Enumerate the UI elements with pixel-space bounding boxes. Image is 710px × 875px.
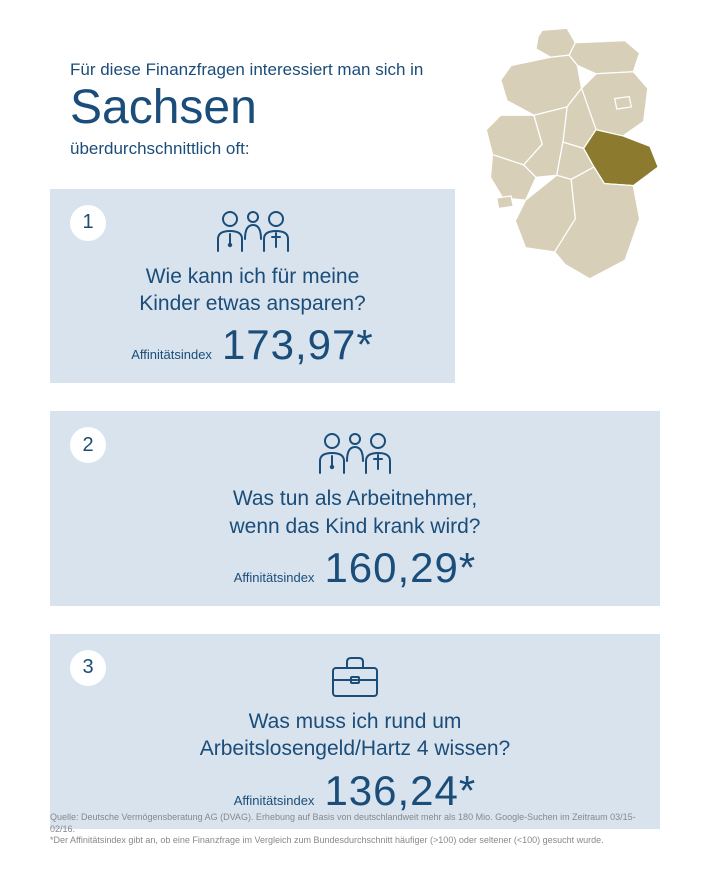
people-family-icon — [80, 429, 630, 477]
card-question: Wie kann ich für meine Kinder etwas ansp… — [80, 263, 425, 318]
footnote: Quelle: Deutsche Vermögensberatung AG (D… — [50, 812, 660, 847]
index-row: Affinitätsindex 136,24* — [80, 767, 630, 815]
card-3: 3 Was muss ich rund um Arbeitslosengeld/… — [50, 634, 660, 829]
card-question: Was tun als Arbeitnehmer, wenn das Kind … — [80, 485, 630, 540]
germany-map — [450, 22, 680, 312]
briefcase-icon — [80, 652, 630, 700]
people-family-icon — [80, 207, 425, 255]
card-number-badge: 1 — [70, 205, 106, 241]
index-row: Affinitätsindex 160,29* — [80, 544, 630, 592]
index-label: Affinitätsindex — [131, 347, 212, 362]
card-number-badge: 3 — [70, 650, 106, 686]
index-value: 160,29* — [324, 544, 476, 592]
index-label: Affinitätsindex — [234, 793, 315, 808]
question-line-1: Wie kann ich für meine — [146, 265, 360, 288]
footnote-line-1: Quelle: Deutsche Vermögensberatung AG (D… — [50, 812, 636, 834]
index-label: Affinitätsindex — [234, 570, 315, 585]
question-line-1: Was tun als Arbeitnehmer, — [233, 487, 477, 510]
card-question: Was muss ich rund um Arbeitslosengeld/Ha… — [80, 708, 630, 763]
card-1: 1 Wie kann ich für meine Kinder etwas an… — [50, 189, 455, 384]
map-svg — [450, 22, 680, 312]
card-2: 2 Was tun als Arbeitnehmer, wenn das Kin… — [50, 411, 660, 606]
question-line-2: Arbeitslosengeld/Hartz 4 wissen? — [200, 737, 511, 760]
index-value: 173,97* — [222, 321, 374, 369]
question-line-2: Kinder etwas ansparen? — [139, 292, 365, 315]
question-line-2: wenn das Kind krank wird? — [230, 515, 481, 538]
footnote-line-2: *Der Affinitätsindex gibt an, ob eine Fi… — [50, 835, 604, 845]
question-line-1: Was muss ich rund um — [249, 710, 462, 733]
index-row: Affinitätsindex 173,97* — [80, 321, 425, 369]
index-value: 136,24* — [324, 767, 476, 815]
